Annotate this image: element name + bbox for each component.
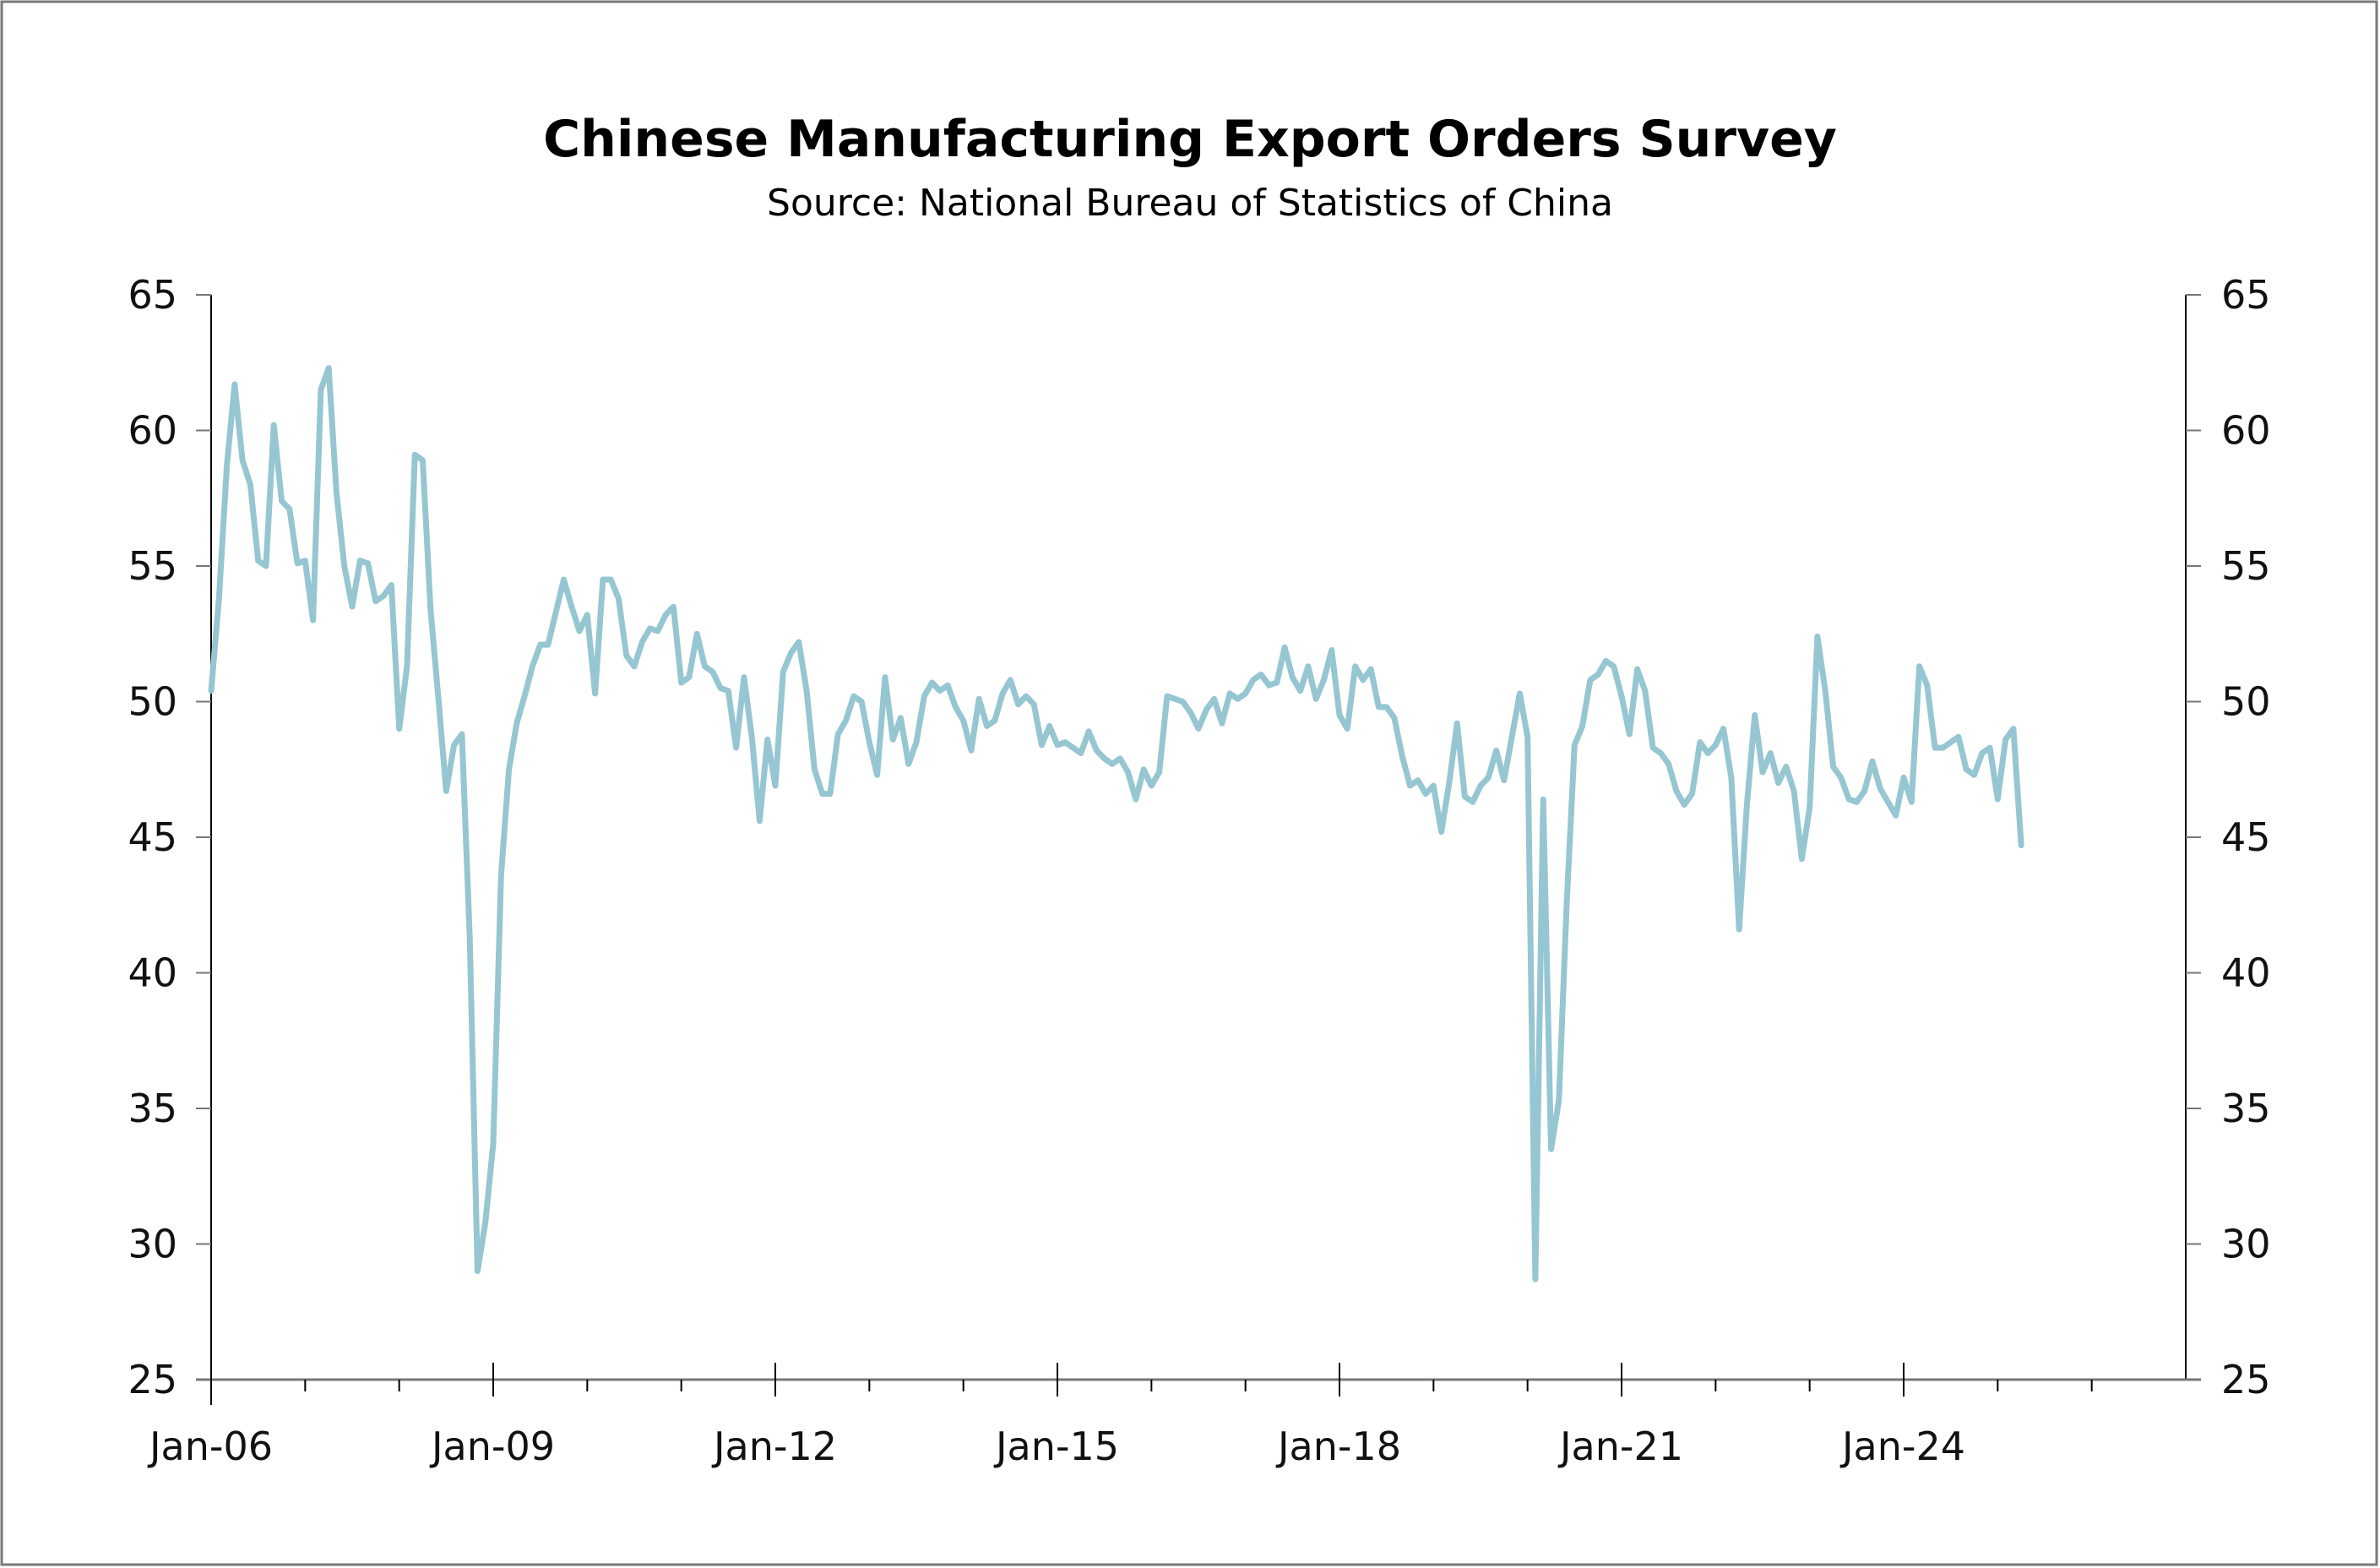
y-tick-label-left: 50: [128, 679, 177, 725]
chart-title: Chinese Manufacturing Export Orders Surv…: [543, 110, 1837, 169]
y-tick-label-right: 65: [2221, 272, 2271, 318]
chart-subtitle: Source: National Bureau of Statistics of…: [767, 182, 1613, 225]
y-tick-label-left: 60: [128, 408, 177, 454]
series-line: [208, 365, 2024, 1282]
y-tick-label-right: 60: [2221, 408, 2271, 454]
y-tick-label-left: 35: [128, 1086, 177, 1131]
x-tick-label: Jan-21: [1557, 1424, 1683, 1469]
y-tick-label-right: 55: [2221, 543, 2271, 589]
y-tick-label-left: 65: [128, 272, 177, 318]
x-tick-label: Jan-18: [1275, 1424, 1401, 1469]
tick-labels: 25 25 30 30 35 35 40 40 45 45 50 50 55 55 60 60 65 65 Jan-…: [128, 272, 2270, 1469]
x-tick-label: Jan-15: [993, 1424, 1119, 1469]
y-tick-label-right: 40: [2221, 950, 2271, 996]
series-layer: [208, 365, 2024, 1282]
x-tick-label: Jan-09: [429, 1424, 555, 1469]
y-tick-label-left: 45: [128, 814, 177, 860]
y-tick-label-left: 30: [128, 1222, 177, 1267]
y-tick-label-right: 50: [2221, 679, 2271, 725]
axes: [196, 294, 2201, 1405]
y-tick-label-right: 45: [2221, 814, 2271, 860]
y-tick-label-right: 25: [2221, 1357, 2271, 1402]
y-tick-label-left: 40: [128, 950, 177, 996]
x-tick-label: Jan-24: [1839, 1424, 1965, 1469]
y-tick-label-left: 25: [128, 1357, 177, 1402]
x-tick-label: Jan-12: [711, 1424, 837, 1469]
x-tick-label: Jan-06: [147, 1424, 273, 1469]
y-tick-label-right: 30: [2221, 1222, 2271, 1267]
y-tick-label-right: 35: [2221, 1086, 2271, 1131]
y-tick-label-left: 55: [128, 543, 177, 589]
